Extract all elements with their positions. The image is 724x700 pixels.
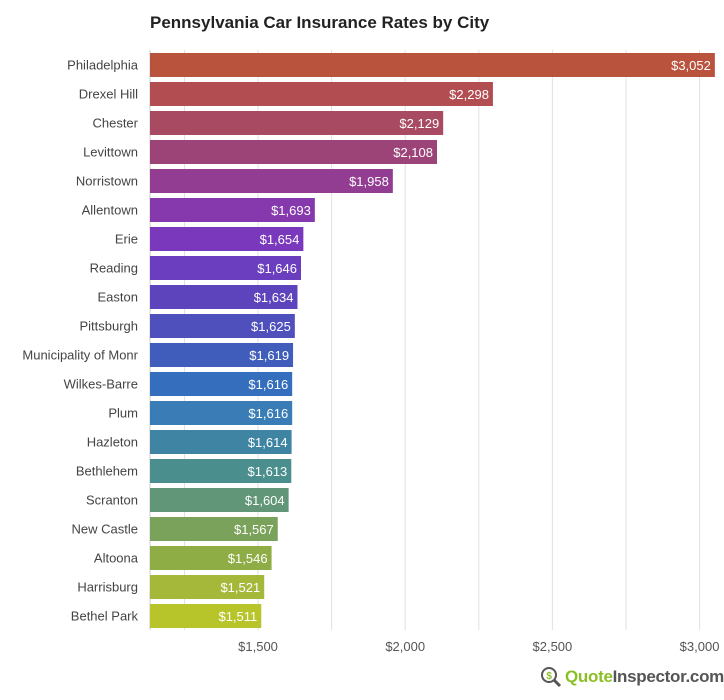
x-tick-label: $2,000 (385, 639, 425, 654)
bar (150, 430, 292, 454)
bar (150, 53, 715, 77)
logo-text-inspector: Inspector.com (612, 667, 724, 686)
category-label: Reading (90, 261, 138, 276)
bar (150, 140, 437, 164)
quoteinspector-logo[interactable]: $ Quote Inspector.com (540, 666, 724, 688)
bar (150, 401, 293, 425)
category-label: Allentown (82, 203, 138, 218)
data-label: $1,625 (251, 319, 291, 334)
category-label: Wilkes-Barre (64, 377, 138, 392)
bar (150, 169, 393, 193)
data-label: $1,616 (248, 377, 288, 392)
category-label: Easton (98, 290, 138, 305)
data-label: $1,614 (248, 435, 288, 450)
data-label: $3,052 (671, 58, 711, 73)
bar (150, 227, 304, 251)
data-label: $1,616 (248, 406, 288, 421)
bar (150, 517, 278, 541)
bar (150, 488, 289, 512)
category-label: New Castle (72, 522, 138, 537)
data-label: $2,108 (393, 145, 433, 160)
bar (150, 575, 265, 599)
category-label: Plum (108, 406, 138, 421)
bar (150, 198, 315, 222)
category-label: Drexel Hill (79, 87, 138, 102)
bar (150, 459, 292, 483)
dollar-magnifier-icon: $ (541, 667, 562, 688)
data-label: $1,958 (349, 174, 389, 189)
data-label: $1,567 (234, 522, 274, 537)
bar (150, 256, 302, 280)
data-label: $1,634 (254, 290, 294, 305)
data-label: $2,298 (449, 87, 489, 102)
bar (150, 111, 444, 135)
category-label: Bethel Park (71, 609, 139, 624)
data-label: $1,693 (271, 203, 311, 218)
data-label: $1,654 (260, 232, 300, 247)
category-label: Harrisburg (77, 580, 138, 595)
logo-text-quote: Quote (565, 667, 613, 686)
category-label: Erie (115, 232, 138, 247)
category-label: Scranton (86, 493, 138, 508)
category-label: Bethlehem (76, 464, 138, 479)
bar (150, 546, 272, 570)
bar (150, 82, 493, 106)
data-label: $1,521 (220, 580, 260, 595)
category-label: Hazleton (87, 435, 138, 450)
category-label: Norristown (76, 174, 138, 189)
category-label: Levittown (83, 145, 138, 160)
bar (150, 343, 294, 367)
category-label: Chester (92, 116, 138, 131)
data-label: $1,646 (257, 261, 297, 276)
x-tick-label: $3,000 (680, 639, 720, 654)
data-label: $1,546 (228, 551, 268, 566)
x-tick-label: $2,500 (533, 639, 573, 654)
bar (150, 372, 293, 396)
svg-text:$: $ (546, 671, 552, 682)
bar (150, 314, 295, 338)
data-label: $1,604 (245, 493, 285, 508)
data-label: $1,613 (248, 464, 288, 479)
category-label: Municipality of Monr (22, 348, 138, 363)
data-label: $1,619 (249, 348, 289, 363)
category-label: Pittsburgh (79, 319, 138, 334)
bar (150, 285, 298, 309)
data-label: $2,129 (399, 116, 439, 131)
bar (150, 604, 262, 628)
x-tick-label: $1,500 (238, 639, 278, 654)
chart-title: Pennsylvania Car Insurance Rates by City (150, 13, 490, 32)
category-label: Philadelphia (67, 58, 139, 73)
category-label: Altoona (94, 551, 139, 566)
data-label: $1,511 (218, 609, 257, 624)
